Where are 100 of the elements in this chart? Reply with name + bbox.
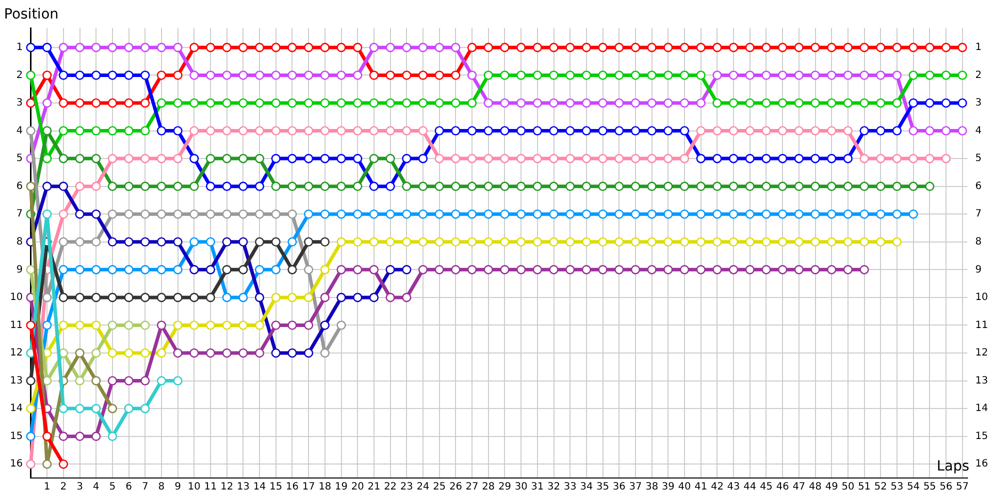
point [222, 320, 232, 330]
point [810, 265, 820, 274]
point [369, 42, 379, 52]
point [549, 265, 558, 274]
x-tick-label: 2 [60, 482, 67, 493]
point [826, 265, 836, 274]
point [108, 265, 118, 274]
point [156, 237, 166, 247]
y2-tick-label: 1 [975, 42, 982, 54]
point [532, 265, 542, 274]
x-tick-label: 48 [808, 482, 822, 493]
point [206, 98, 216, 108]
point [826, 70, 836, 80]
x-tick-label: 33 [564, 482, 576, 493]
point [778, 70, 788, 80]
point [467, 126, 477, 136]
point [614, 209, 624, 219]
point [75, 348, 84, 358]
point [304, 320, 314, 330]
point [630, 70, 640, 80]
point [582, 154, 592, 164]
point [222, 154, 232, 164]
point [222, 209, 232, 219]
point [108, 320, 118, 330]
y-tick-label: 14 [10, 403, 23, 414]
point [712, 209, 722, 219]
point [124, 154, 134, 164]
y2-tick-label: 9 [975, 264, 982, 276]
y2-tick-label: 8 [975, 236, 982, 248]
point [434, 154, 444, 164]
point [271, 154, 281, 164]
point [598, 237, 608, 247]
point [794, 154, 804, 164]
point [369, 237, 379, 247]
x-tick-label: 34 [580, 482, 593, 493]
point [712, 42, 722, 52]
point [925, 154, 934, 164]
point [484, 154, 494, 164]
x-tick-label: 31 [531, 482, 544, 493]
x-tick-label: 20 [351, 482, 364, 493]
y2-tick-label: 15 [975, 430, 988, 442]
point [222, 182, 232, 191]
point [402, 265, 412, 274]
point [582, 265, 592, 274]
point [58, 459, 68, 469]
point [745, 98, 755, 108]
point [91, 348, 101, 358]
point [320, 320, 330, 330]
point [941, 154, 951, 164]
point [892, 70, 902, 80]
point [320, 154, 330, 164]
point [810, 154, 820, 164]
point [108, 42, 118, 52]
point [778, 126, 788, 136]
point [565, 209, 575, 219]
y-tick-label: 11 [10, 320, 23, 331]
point [206, 42, 216, 52]
point [352, 265, 362, 274]
point [484, 126, 494, 136]
point [549, 42, 558, 52]
point [451, 70, 460, 80]
point [614, 42, 624, 52]
point [254, 98, 264, 108]
point [206, 182, 216, 191]
point [434, 42, 444, 52]
point [124, 42, 134, 52]
point [549, 126, 558, 136]
x-tick-label: 52 [874, 482, 888, 493]
y2-tick-label: 4 [975, 125, 982, 136]
point [762, 70, 771, 80]
point [778, 209, 788, 219]
y2-tick-label: 14 [975, 403, 988, 414]
point [696, 70, 706, 80]
point [91, 42, 101, 52]
point [254, 154, 264, 164]
point [288, 42, 297, 52]
point [745, 237, 755, 247]
y-tick-label: 4 [16, 125, 23, 136]
point [826, 126, 836, 136]
point [843, 209, 853, 219]
point [288, 265, 297, 274]
point [288, 209, 297, 219]
point [206, 265, 216, 274]
point [42, 320, 52, 330]
point [728, 209, 738, 219]
point [434, 70, 444, 80]
point [467, 209, 477, 219]
point [336, 237, 346, 247]
point [173, 237, 182, 247]
point [434, 209, 444, 219]
point [304, 237, 314, 247]
point [75, 70, 84, 80]
x-tick-label: 41 [694, 482, 708, 493]
point [271, 126, 281, 136]
point [386, 126, 395, 136]
x-tick-label: 13 [236, 482, 250, 493]
point [288, 70, 297, 80]
point [876, 70, 886, 80]
point [352, 182, 362, 191]
point [336, 98, 346, 108]
